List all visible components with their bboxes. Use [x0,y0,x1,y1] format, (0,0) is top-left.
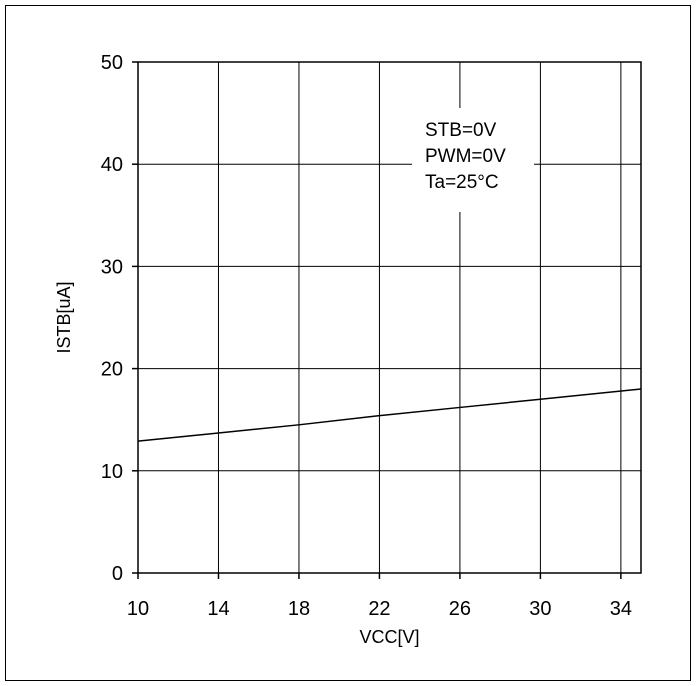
annotations: STB=0V PWM=0V Ta=25°C [425,120,506,193]
y-tick-label: 10 [101,461,123,483]
y-tick-label: 20 [101,359,123,381]
annotation-ta: Ta=25°C [425,172,499,193]
x-tick-label: 22 [368,598,390,620]
x-tick-label: 18 [288,598,310,620]
chart-frame [5,5,691,681]
annotation-pwm: PWM=0V [425,146,506,167]
series-layer [137,388,642,442]
x-tick-label: 30 [529,598,551,620]
x-tick-label: 34 [610,598,632,620]
x-tick-labels: 10 14 18 22 26 30 34 [127,598,632,620]
x-axis-title: VCC[V] [359,627,419,647]
plot-border [137,61,642,574]
y-tick-labels: 0 10 20 30 40 50 [101,52,123,585]
y-tick-label: 0 [112,563,123,585]
y-axis-title: ISTB[uA] [54,281,74,353]
annotation-stb: STB=0V [425,120,497,141]
x-tick-label: 26 [449,598,471,620]
x-tick-label: 10 [127,598,149,620]
annotation-background [412,108,534,212]
grid [138,62,641,573]
y-tick-label: 50 [101,52,123,74]
y-tick-label: 30 [101,256,123,278]
x-tick-label: 14 [207,598,229,620]
ticks [132,61,622,579]
series-line [137,388,642,442]
y-tick-label: 40 [101,154,123,176]
